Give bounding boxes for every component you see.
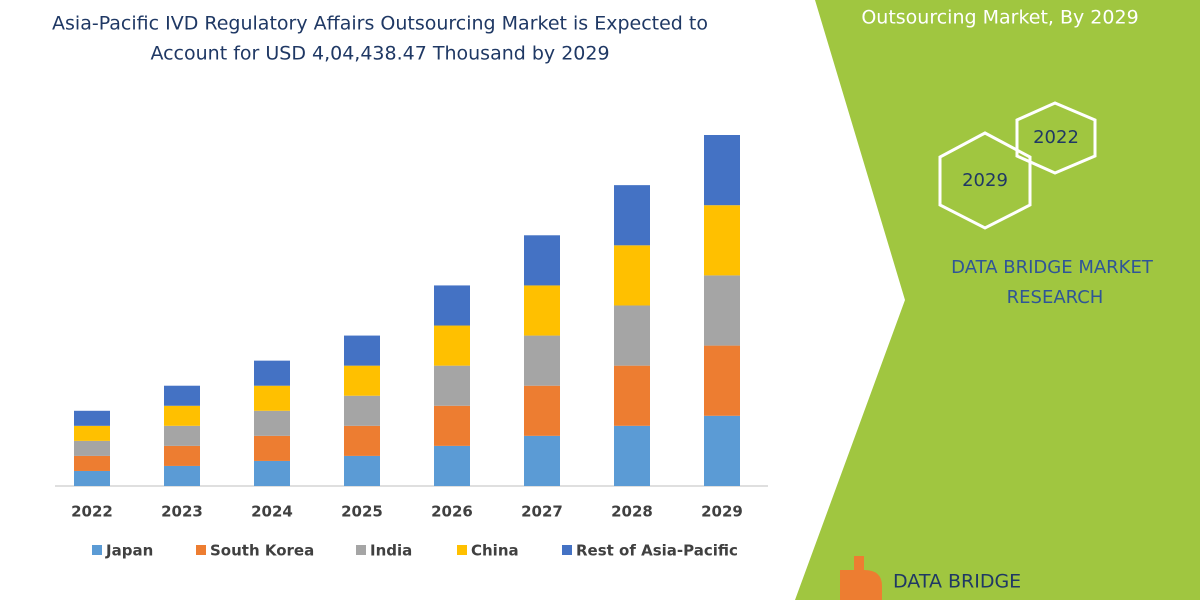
bar-segment	[74, 470, 110, 486]
bar-segment	[344, 335, 380, 366]
x-tick-label: 2026	[431, 503, 473, 521]
bar-segment	[254, 360, 290, 386]
bar-segment	[74, 440, 110, 456]
bar-segment	[74, 455, 110, 471]
chart-subtitle: Account for USD 4,04,438.47 Thousand by …	[150, 43, 609, 65]
hexagon	[1015, 101, 1097, 175]
legend-label: China	[471, 542, 519, 560]
side-panel	[795, 0, 1200, 600]
x-tick-label: 2024	[251, 503, 293, 521]
x-tick-label: 2027	[521, 503, 563, 521]
logo-icon	[840, 556, 882, 600]
bar-segment	[164, 465, 200, 486]
legend-swatch	[356, 545, 366, 555]
bar-segment	[344, 425, 380, 456]
x-tick-label: 2022	[71, 503, 113, 521]
legend-swatch	[92, 545, 102, 555]
bar-segment	[164, 425, 200, 446]
bar-segment	[704, 275, 740, 346]
hexagon-label: 2022	[1033, 127, 1079, 148]
bar-segment	[74, 410, 110, 426]
bar-segment	[614, 185, 650, 246]
bar-segment	[614, 365, 650, 426]
bar-segment	[434, 445, 470, 486]
bar-segment	[164, 445, 200, 466]
bar-segment	[434, 325, 470, 366]
bar-segment	[704, 205, 740, 276]
bar-segment	[704, 415, 740, 486]
x-tick-label: 2023	[161, 503, 203, 521]
bar-segment	[524, 435, 560, 486]
logo-text: DATA BRIDGE	[893, 571, 1021, 593]
bar-segment	[524, 335, 560, 386]
x-tick-label: 2025	[341, 503, 383, 521]
legend-label: South Korea	[210, 542, 314, 560]
brand-text: DATA BRIDGE MARKET	[951, 257, 1154, 278]
bar-segment	[344, 395, 380, 426]
bar-segment	[344, 365, 380, 396]
bar-segment	[524, 235, 560, 286]
legend-swatch	[562, 545, 572, 555]
panel-heading: Outsourcing Market, By 2029	[861, 7, 1138, 29]
hexagon-label: 2029	[962, 170, 1008, 191]
bar-segment	[434, 285, 470, 326]
legend-swatch	[457, 545, 467, 555]
bar-segment	[614, 425, 650, 486]
bar-segment	[164, 405, 200, 426]
legend-swatch	[196, 545, 206, 555]
bar-segment	[344, 455, 380, 486]
bar-segment	[74, 425, 110, 441]
legend-label: Japan	[105, 542, 153, 560]
brand-text: RESEARCH	[1007, 287, 1104, 308]
bar-segment	[614, 305, 650, 366]
bar-segment	[434, 405, 470, 446]
bar-segment	[704, 345, 740, 416]
bar-segment	[254, 435, 290, 461]
plot: 2022 2023 2024 2025 2026 2027 2028 2029 Japan Sou…	[71, 135, 743, 560]
bar-segment	[164, 385, 200, 406]
bar-segment	[434, 365, 470, 406]
legend-label: Rest of Asia-Pacific	[576, 542, 738, 560]
bar-segment	[254, 410, 290, 436]
bar-segment	[704, 135, 740, 206]
x-tick-label: 2029	[701, 503, 743, 521]
x-tick-label: 2028	[611, 503, 653, 521]
bar-segment	[524, 385, 560, 436]
bar-segment	[524, 285, 560, 336]
bar-segment	[614, 245, 650, 306]
hexagon	[938, 131, 1032, 230]
legend-label: India	[370, 542, 412, 560]
bar-segment	[254, 460, 290, 486]
bar-segment	[254, 385, 290, 411]
chart-title: Asia-Pacific IVD Regulatory Affairs Outs…	[52, 13, 708, 35]
